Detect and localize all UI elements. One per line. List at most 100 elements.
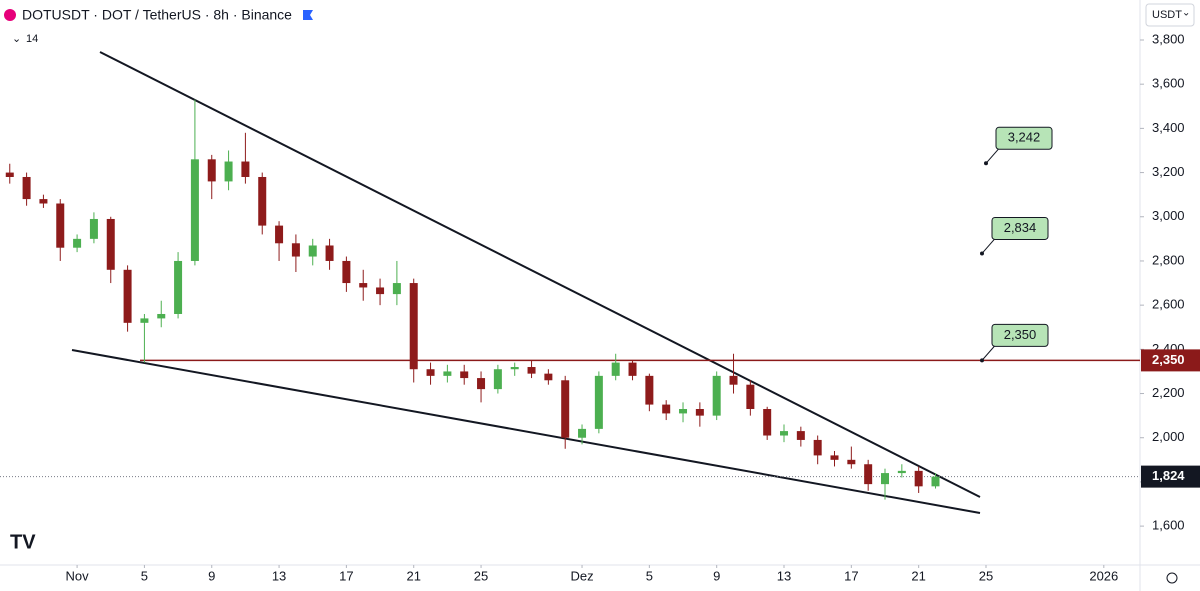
y-tick-label: 3,000 — [1152, 208, 1185, 223]
callout-box — [995, 126, 1053, 150]
candle-body — [258, 176, 267, 226]
candle-body — [931, 476, 940, 487]
candle-body — [796, 431, 805, 440]
candle-body — [409, 283, 418, 370]
candle-body — [325, 245, 334, 261]
candle-body — [22, 176, 31, 200]
y-tick-label: 2,600 — [1152, 297, 1185, 312]
candle-body — [679, 409, 688, 414]
x-tick-label: 2026 — [1089, 568, 1118, 583]
callout-pointer — [981, 237, 997, 254]
candle-body — [39, 199, 48, 204]
callout-anchor — [980, 358, 984, 363]
y-tick-label: 3,800 — [1152, 31, 1185, 46]
candle-body — [746, 384, 755, 410]
candle-body — [106, 218, 115, 270]
candle-body — [544, 373, 553, 381]
currency-label[interactable]: USDT — [1152, 9, 1182, 21]
candle-body — [830, 455, 839, 460]
candle-body — [611, 362, 620, 376]
settings-icon[interactable] — [1166, 572, 1178, 584]
tv-logo: TV — [10, 531, 36, 553]
x-tick-label: 5 — [141, 568, 148, 583]
candle-body — [426, 369, 435, 376]
x-tick-label: 13 — [272, 568, 286, 583]
price-tag-label: 1,824 — [1152, 468, 1185, 483]
x-tick-label: Nov — [66, 568, 90, 583]
candle-body — [561, 380, 570, 438]
x-tick-label: 21 — [911, 568, 925, 583]
candle-body — [89, 218, 98, 239]
candle-body — [207, 159, 216, 182]
y-tick-label: 3,200 — [1152, 164, 1185, 179]
candle-body — [897, 470, 906, 474]
x-tick-label: 13 — [777, 568, 791, 583]
candle-body — [881, 473, 890, 485]
candle-body — [275, 225, 284, 244]
chart-title: DOTUSDT · DOT / TetherUS · 8h · Binance — [22, 7, 292, 23]
price-tag-label: 2,350 — [1152, 352, 1185, 367]
y-tick-label: 2,200 — [1152, 385, 1185, 400]
candle-body — [864, 464, 873, 485]
candle-body — [662, 404, 671, 414]
x-tick-label: 17 — [339, 568, 353, 583]
candle-body — [847, 459, 856, 465]
x-tick-label: 21 — [406, 568, 420, 583]
candle-body — [695, 409, 704, 416]
price-tag — [1141, 465, 1200, 488]
candle-body — [5, 172, 14, 177]
x-tick-label: 17 — [844, 568, 858, 583]
trendline-upper — [99, 51, 981, 498]
callout-anchor — [984, 161, 988, 166]
candle-body — [763, 409, 772, 436]
indicator-value: 14 — [26, 33, 38, 45]
candle-body — [645, 375, 654, 405]
candle-body — [780, 431, 789, 436]
y-tick-label: 3,600 — [1152, 76, 1185, 91]
x-tick-label: 5 — [646, 568, 653, 583]
candle-body — [190, 159, 199, 261]
callout-label: 2,834 — [1004, 220, 1037, 235]
candle-body — [123, 269, 132, 323]
x-tick-label: 9 — [208, 568, 215, 583]
candle-body — [443, 371, 452, 376]
candle-body — [594, 375, 603, 429]
callout-label: 2,350 — [1004, 327, 1037, 342]
candle-body — [140, 318, 149, 323]
y-tick-label: 3,400 — [1152, 120, 1185, 135]
candle-body — [510, 367, 519, 370]
callout-label: 3,242 — [1008, 130, 1041, 145]
x-tick-label: 25 — [979, 568, 993, 583]
candle-body — [308, 245, 317, 257]
trendline-lower — [71, 349, 981, 514]
candle-body — [477, 378, 486, 390]
candle-body — [729, 375, 738, 385]
callout-box — [991, 216, 1049, 240]
candle-body — [578, 428, 587, 438]
candle-body — [56, 203, 65, 248]
x-tick-label: 9 — [713, 568, 720, 583]
candle-body — [241, 161, 250, 177]
candle-body — [342, 260, 351, 284]
candle-body — [493, 369, 502, 390]
candle-body — [73, 238, 82, 248]
callout-box — [991, 323, 1049, 347]
y-tick-label: 2,800 — [1152, 252, 1185, 267]
candle-body — [359, 283, 368, 288]
candle-body — [157, 313, 166, 319]
callout-anchor — [980, 251, 984, 256]
currency-button[interactable] — [1145, 3, 1195, 27]
candle-body — [460, 371, 469, 379]
candle-body — [224, 161, 233, 182]
x-tick-label: 25 — [474, 568, 488, 583]
currency-caret[interactable]: ⌄ — [1182, 8, 1190, 19]
symbol-icon — [4, 9, 16, 21]
candle-body — [914, 470, 923, 487]
collapse-icon: ⌄ — [12, 33, 21, 45]
candle-body — [376, 287, 385, 295]
candle-body — [392, 283, 401, 295]
y-tick-label: 1,600 — [1152, 518, 1185, 533]
callout-pointer — [981, 344, 997, 361]
